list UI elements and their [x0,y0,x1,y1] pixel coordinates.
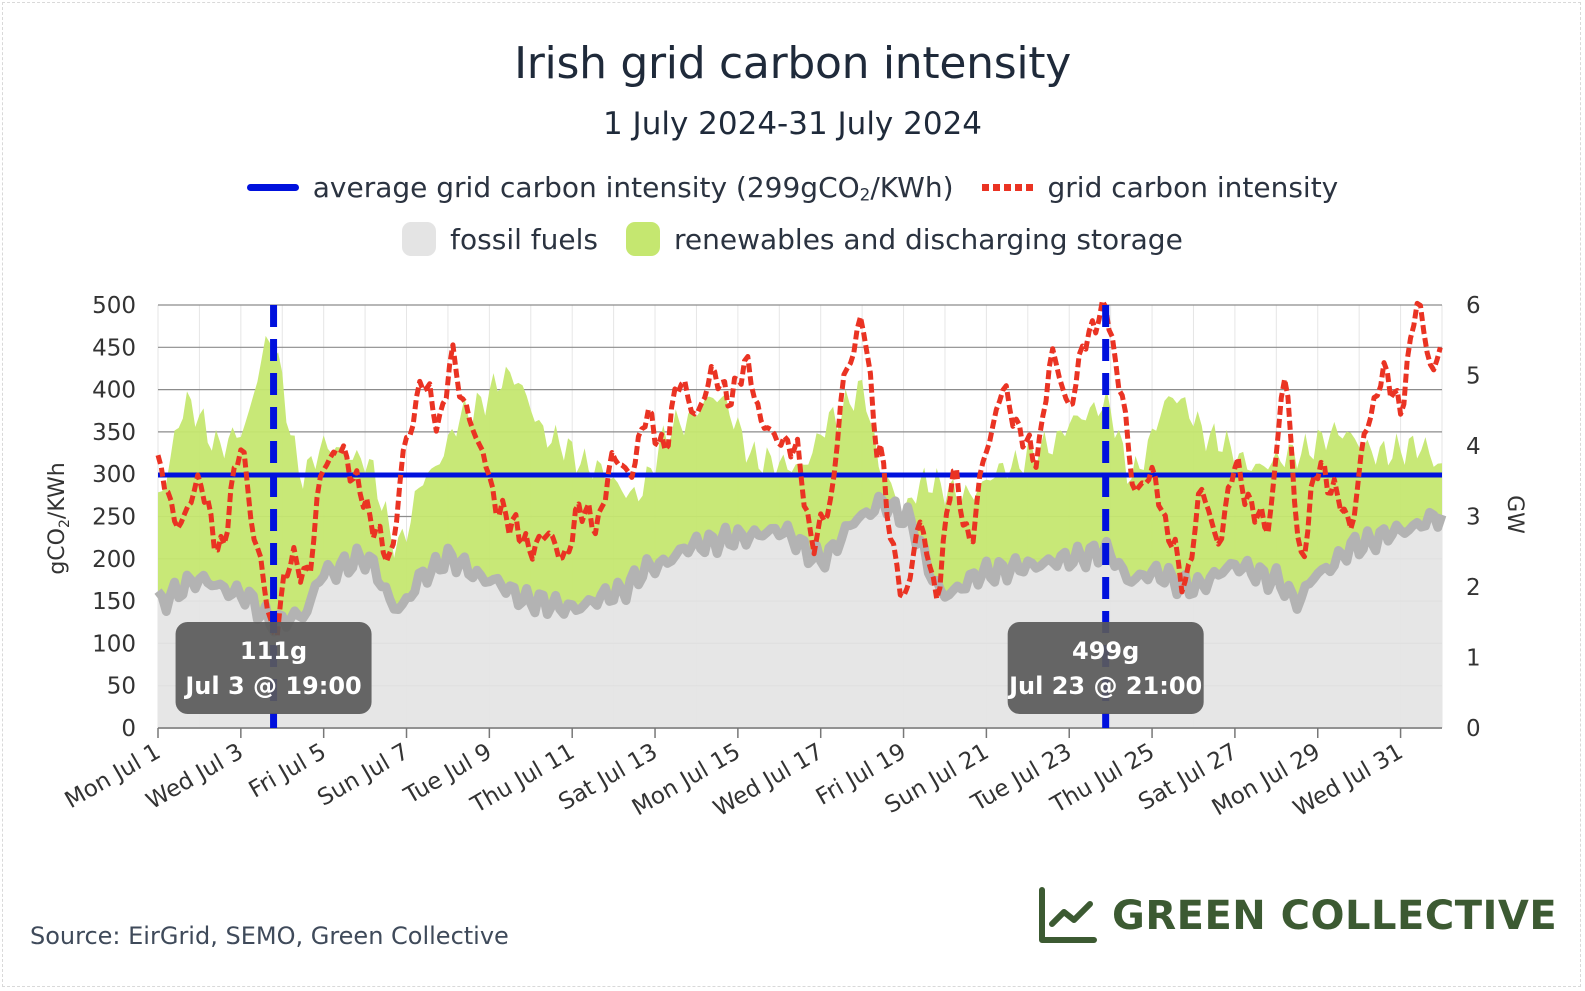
x-tick-label: Sun Jul 7 [313,739,413,812]
y-right-axis-label: GW [1502,495,1527,534]
y-left-tick-label: 300 [92,462,136,488]
legend-row-2: fossil fuels renewables and discharging … [0,222,1585,256]
y-left-axis-label: gCO2/KWh [45,462,73,574]
line-series [155,298,1443,638]
annotations: 111g Jul 3 @ 19:00 499g Jul 23 @ 21:00 [175,305,1204,728]
y-right-tick-label: 4 [1466,434,1481,460]
y-left-tick-label: 250 [92,505,136,531]
chart-subtitle: 1 July 2024-31 July 2024 [602,106,983,142]
brand-logo: GREEN COLLECTIVE [1036,886,1557,946]
fossil-swatch [402,222,437,256]
annotation-time: Jul 3 @ 19:00 [183,672,361,700]
fossil-line [154,491,1447,637]
legend-renewables[interactable]: renewables and discharging storage [626,222,1183,256]
y-left-tick-label: 100 [92,631,136,657]
renewables-swatch [626,222,660,256]
y-left-tick-label: 350 [92,420,136,446]
legend-intensity-label: grid carbon intensity [1047,171,1339,205]
intensity-line [155,298,1443,638]
y-left-tick-label: 450 [92,335,136,361]
annotation-value: 499g [1072,637,1139,665]
legend-row-1: average grid carbon intensity (299gCO2/K… [0,171,1585,204]
y-left-tick-label: 0 [121,716,136,742]
legend-renewables-label: renewables and discharging storage [674,222,1183,256]
y-left-tick-label: 150 [92,589,136,615]
intensity-dash-swatch [981,184,1034,192]
chart-plot: 0 50 100 150 200 250 300 350 400 450 500 0 1 2 3 4 5 6 gCO… [45,293,1527,822]
annotation-value: 111g [240,637,307,665]
legend-fossil[interactable]: fossil fuels [402,222,598,256]
y-left-tick-label: 200 [92,547,136,573]
legend-intensity[interactable]: grid carbon intensity [981,171,1339,205]
y-right-tick-label: 3 [1466,505,1481,531]
chart-title: Irish grid carbon intensity [514,38,1071,89]
average-line-swatch [246,184,299,192]
y-right-tick-label: 2 [1466,575,1481,601]
legend-average-label: average grid carbon intensity (299gCO2/K… [312,171,954,205]
y-left-tick-label: 500 [92,293,136,319]
annotation-box [1007,622,1204,714]
y-right-tick-label: 6 [1466,293,1481,319]
y-right-tick-label: 0 [1466,716,1481,742]
brand-name: GREEN COLLECTIVE [1112,893,1558,939]
legend-average[interactable]: average grid carbon intensity (299gCO2/K… [246,171,954,205]
annotation-time: Jul 23 @ 21:00 [1007,672,1202,700]
annotation-box [175,622,372,714]
chart-icon [1039,887,1097,943]
y-right-tick-label: 1 [1466,646,1481,672]
y-left-tick-label: 400 [92,378,136,404]
y-right-tick-label: 5 [1466,364,1481,390]
source-text: Source: EirGrid, SEMO, Green Collective [30,922,509,950]
y-left-tick-label: 50 [107,674,136,700]
legend-fossil-label: fossil fuels [450,222,598,256]
